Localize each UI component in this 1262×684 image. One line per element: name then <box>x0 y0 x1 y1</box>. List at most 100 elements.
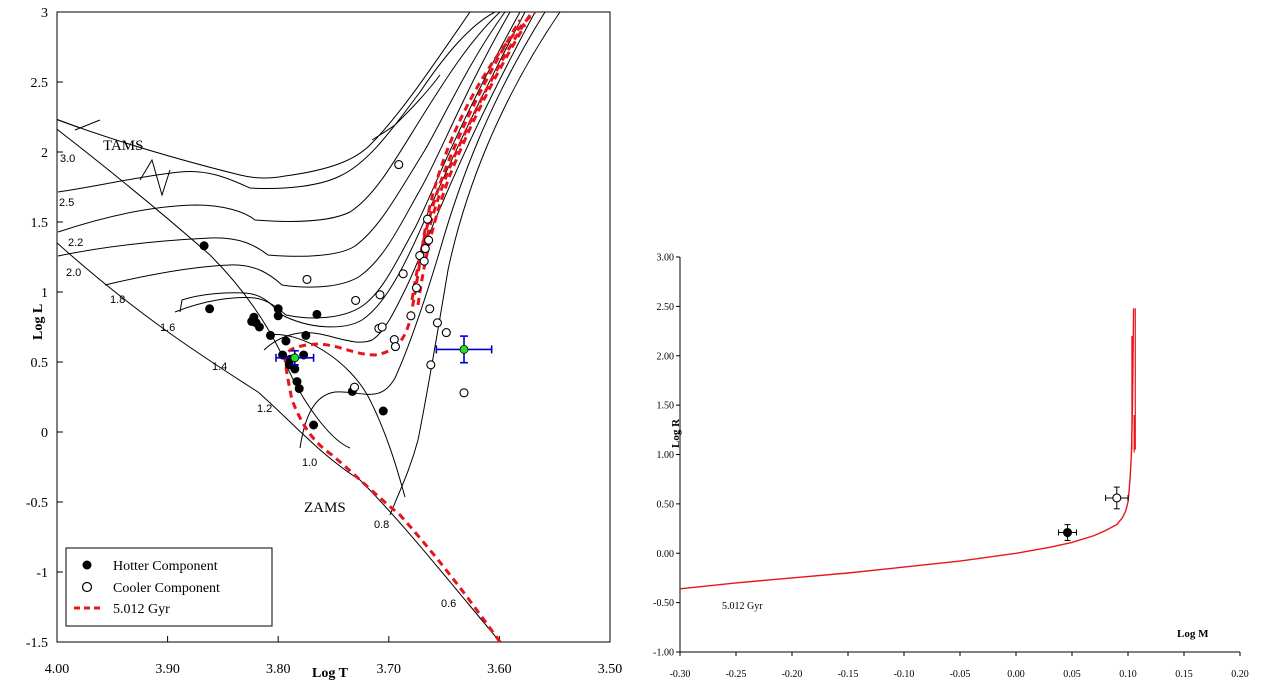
mr-axes: -0.30 -0.25 -0.20 -0.15 -0.10 -0.05 0.00 0.05 0.… <box>653 253 1249 681</box>
isochrone-upper-1 <box>410 19 522 301</box>
mr-y-tick-label: 0.00 <box>657 549 675 560</box>
cooler-component-point <box>432 318 443 328</box>
mr-y-tick-label: -0.50 <box>653 598 674 609</box>
track-0-8 <box>389 12 561 516</box>
cooler-component-point <box>441 328 451 338</box>
mr-y-tick-label: 3.00 <box>657 253 675 264</box>
hr-y-tick-label: 2 <box>41 146 48 161</box>
hotter-component-point <box>273 304 283 314</box>
hotter-component-point <box>247 316 257 326</box>
cooler-component-point <box>398 269 408 279</box>
cooler-component-point <box>420 244 430 254</box>
hotter-component-point <box>378 406 388 416</box>
mr-x-tick-label: -0.05 <box>950 669 971 680</box>
isochrone-main <box>283 12 537 642</box>
zams-line <box>57 242 501 642</box>
track-3-0 <box>57 12 471 179</box>
highlighted-point <box>459 344 469 354</box>
hr-x-tick-label: 3.80 <box>266 662 291 677</box>
mr-isochrone-branch <box>1131 308 1136 453</box>
hotter-component-point <box>254 322 264 332</box>
hr-y-tick-label: -1 <box>36 566 48 581</box>
track-label-1-2: 1.2 <box>257 403 272 415</box>
cooler-component-point <box>411 283 422 293</box>
cooler-component-point <box>426 360 436 370</box>
track-label-2-5: 2.5 <box>59 197 74 209</box>
track-1-0 <box>299 12 546 449</box>
hr-legend: Hotter Component Cooler Component 5.012 … <box>65 547 273 627</box>
mr-x-tick-label: 0.20 <box>1231 669 1249 680</box>
highlighted-point <box>290 353 300 363</box>
legend-cooler-label: Cooler Component <box>113 581 220 596</box>
legend-hotter-marker <box>82 560 92 570</box>
hr-y-tick-label: 3 <box>41 6 48 21</box>
cooler-component-point <box>390 342 400 352</box>
mr-x-tick-label: -0.10 <box>894 669 915 680</box>
hotter-component-point <box>312 309 322 319</box>
track-label-0-6: 0.6 <box>441 598 456 610</box>
track-label-0-8: 0.8 <box>374 519 389 531</box>
hr-y-axis-title: Log L <box>31 304 46 340</box>
track-3-0-hook <box>57 118 101 131</box>
mr-point-hotter <box>1058 524 1077 541</box>
cooler-component-point <box>424 235 434 245</box>
hr-diagram-panel: 4.00 3.90 3.80 3.70 3.60 3.50 -1.5 -1 -0.5 0 0.5 1 1… <box>26 6 622 681</box>
track-label-1-0: 1.0 <box>302 457 317 469</box>
cooler-component-point <box>349 382 360 392</box>
hr-y-tick-label: -0.5 <box>26 496 48 511</box>
mr-isochrone-line <box>680 308 1135 590</box>
cooler-component-point <box>406 311 416 321</box>
cooler-component-point <box>422 214 433 224</box>
hotter-component-point <box>205 304 215 314</box>
hr-y-tick-label: 1 <box>41 286 48 301</box>
track-1-8 <box>104 12 511 288</box>
track-label-3-0: 3.0 <box>60 153 75 165</box>
mr-y-tick-label: 1.50 <box>657 401 675 412</box>
cooler-component-point <box>425 304 435 314</box>
hotter-component-point <box>199 241 209 251</box>
cooler-component-point <box>394 160 404 170</box>
cooler-component-point <box>302 274 312 284</box>
track-1-2 <box>263 12 536 351</box>
cooler-component-point <box>375 290 385 300</box>
hr-x-tick-label: 3.70 <box>377 662 402 677</box>
hotter-component-point <box>292 377 302 387</box>
mr-y-tick-label: -1.00 <box>653 648 674 659</box>
hr-y-tick-label: 0.5 <box>31 356 49 371</box>
mr-y-tick-label: 0.50 <box>657 499 675 510</box>
hr-x-tick-label: 3.90 <box>155 662 180 677</box>
mr-x-tick-label: 0.10 <box>1119 669 1137 680</box>
mr-y-tick-label: 1.00 <box>657 450 675 461</box>
hr-x-tick-label: 4.00 <box>45 662 70 677</box>
hr-plot-frame <box>56 11 611 643</box>
mr-plot-area <box>680 308 1136 590</box>
tams-label: TAMS <box>103 138 143 154</box>
track-label-2-2: 2.2 <box>68 237 83 249</box>
isochrone-upper-3 <box>420 14 532 261</box>
legend-cooler-marker <box>81 581 93 593</box>
track-2-0 <box>57 12 506 257</box>
mass-radius-panel: -0.30 -0.25 -0.20 -0.15 -0.10 -0.05 0.00 0.05 0.… <box>653 253 1249 681</box>
mr-x-tick-label: -0.15 <box>838 669 859 680</box>
hr-y-tick-label: -1.5 <box>26 636 48 651</box>
mr-point-cooler <box>1105 486 1129 510</box>
hr-y-tick-label: 2.5 <box>31 76 49 91</box>
hotter-component-point <box>301 330 311 340</box>
mr-point-marker <box>1112 493 1122 503</box>
hotter-component-point <box>265 330 275 340</box>
mr-x-axis-title: Log M <box>1177 628 1209 640</box>
hr-x-axis-title: Log T <box>312 666 349 681</box>
mr-x-tick-label: 0.05 <box>1063 669 1081 680</box>
track-label-1-8: 1.8 <box>110 294 125 306</box>
mr-y-axis-title: Log R <box>670 418 682 448</box>
mr-y-tick-label: 2.50 <box>657 302 675 313</box>
hotter-component-point <box>273 311 283 321</box>
mr-x-tick-label: -0.30 <box>670 669 691 680</box>
tams-line <box>57 128 351 449</box>
track-label-2-0: 2.0 <box>66 267 81 279</box>
track-2-5-hook <box>139 158 171 197</box>
track-2-5 <box>57 12 496 193</box>
cooler-component-point <box>351 295 361 305</box>
zams-label: ZAMS <box>304 500 346 516</box>
